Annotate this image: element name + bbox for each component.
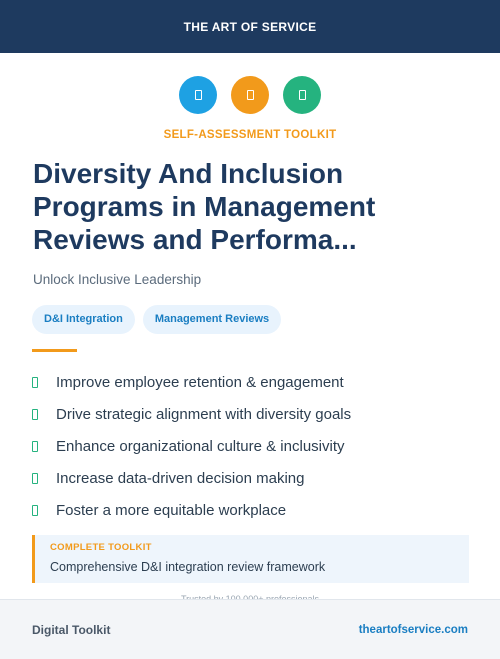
check-icon [32, 376, 38, 388]
header-bar: THE ART OF SERVICE [0, 0, 500, 53]
document-icon [298, 90, 306, 100]
benefit-text: Enhance organizational culture & inclusi… [56, 437, 345, 455]
document-icon [194, 90, 202, 100]
complete-toolkit-callout: COMPLETE TOOLKIT Comprehensive D&I integ… [32, 535, 469, 583]
brand-name: THE ART OF SERVICE [183, 19, 317, 34]
accent-divider [32, 349, 77, 352]
tag-list: D&I Integration Management Reviews [32, 305, 282, 334]
check-icon [32, 408, 38, 420]
trusted-note: Trusted by 100,000+ professionals [180, 594, 319, 599]
tag-di-integration: D&I Integration [32, 305, 135, 334]
benefit-item: Drive strategic alignment with diversity… [32, 398, 351, 430]
website-link[interactable]: theartofservice.com [358, 623, 468, 636]
benefit-text: Drive strategic alignment with diversity… [56, 405, 352, 423]
benefit-text: Foster a more equitable workplace [56, 501, 287, 519]
blue-badge-icon [179, 76, 217, 114]
subtitle: Unlock Inclusive Leadership [33, 272, 202, 287]
document-icon [246, 90, 254, 100]
orange-badge-icon [231, 76, 269, 114]
kicker-label: SELF-ASSESSMENT TOOLKIT [163, 129, 337, 141]
icon-row [0, 76, 500, 114]
tag-management-reviews: Management Reviews [142, 305, 282, 334]
check-icon [32, 504, 38, 516]
callout-label: COMPLETE TOOLKIT [50, 542, 152, 553]
benefit-item: Enhance organizational culture & inclusi… [32, 430, 351, 462]
benefit-item: Foster a more equitable workplace [32, 494, 351, 526]
footer-bar: Digital Toolkit theartofservice.com [0, 599, 500, 659]
check-icon [32, 472, 38, 484]
page-title: Diversity And Inclusion Programs in Mana… [33, 158, 376, 255]
callout-text: Comprehensive D&I integration review fra… [50, 560, 326, 574]
benefit-text: Increase data-driven decision making [56, 469, 305, 487]
benefit-item: Increase data-driven decision making [32, 462, 351, 494]
footer-label: Digital Toolkit [32, 622, 111, 637]
benefit-text: Improve employee retention & engagement [56, 373, 344, 391]
check-icon [32, 440, 38, 452]
green-badge-icon [283, 76, 321, 114]
benefit-list: Improve employee retention & engagement … [32, 366, 351, 526]
benefit-item: Improve employee retention & engagement [32, 366, 351, 398]
